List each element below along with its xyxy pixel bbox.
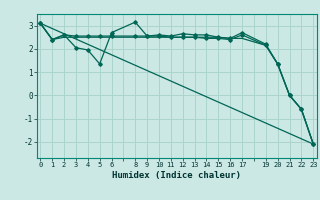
X-axis label: Humidex (Indice chaleur): Humidex (Indice chaleur) (112, 171, 241, 180)
